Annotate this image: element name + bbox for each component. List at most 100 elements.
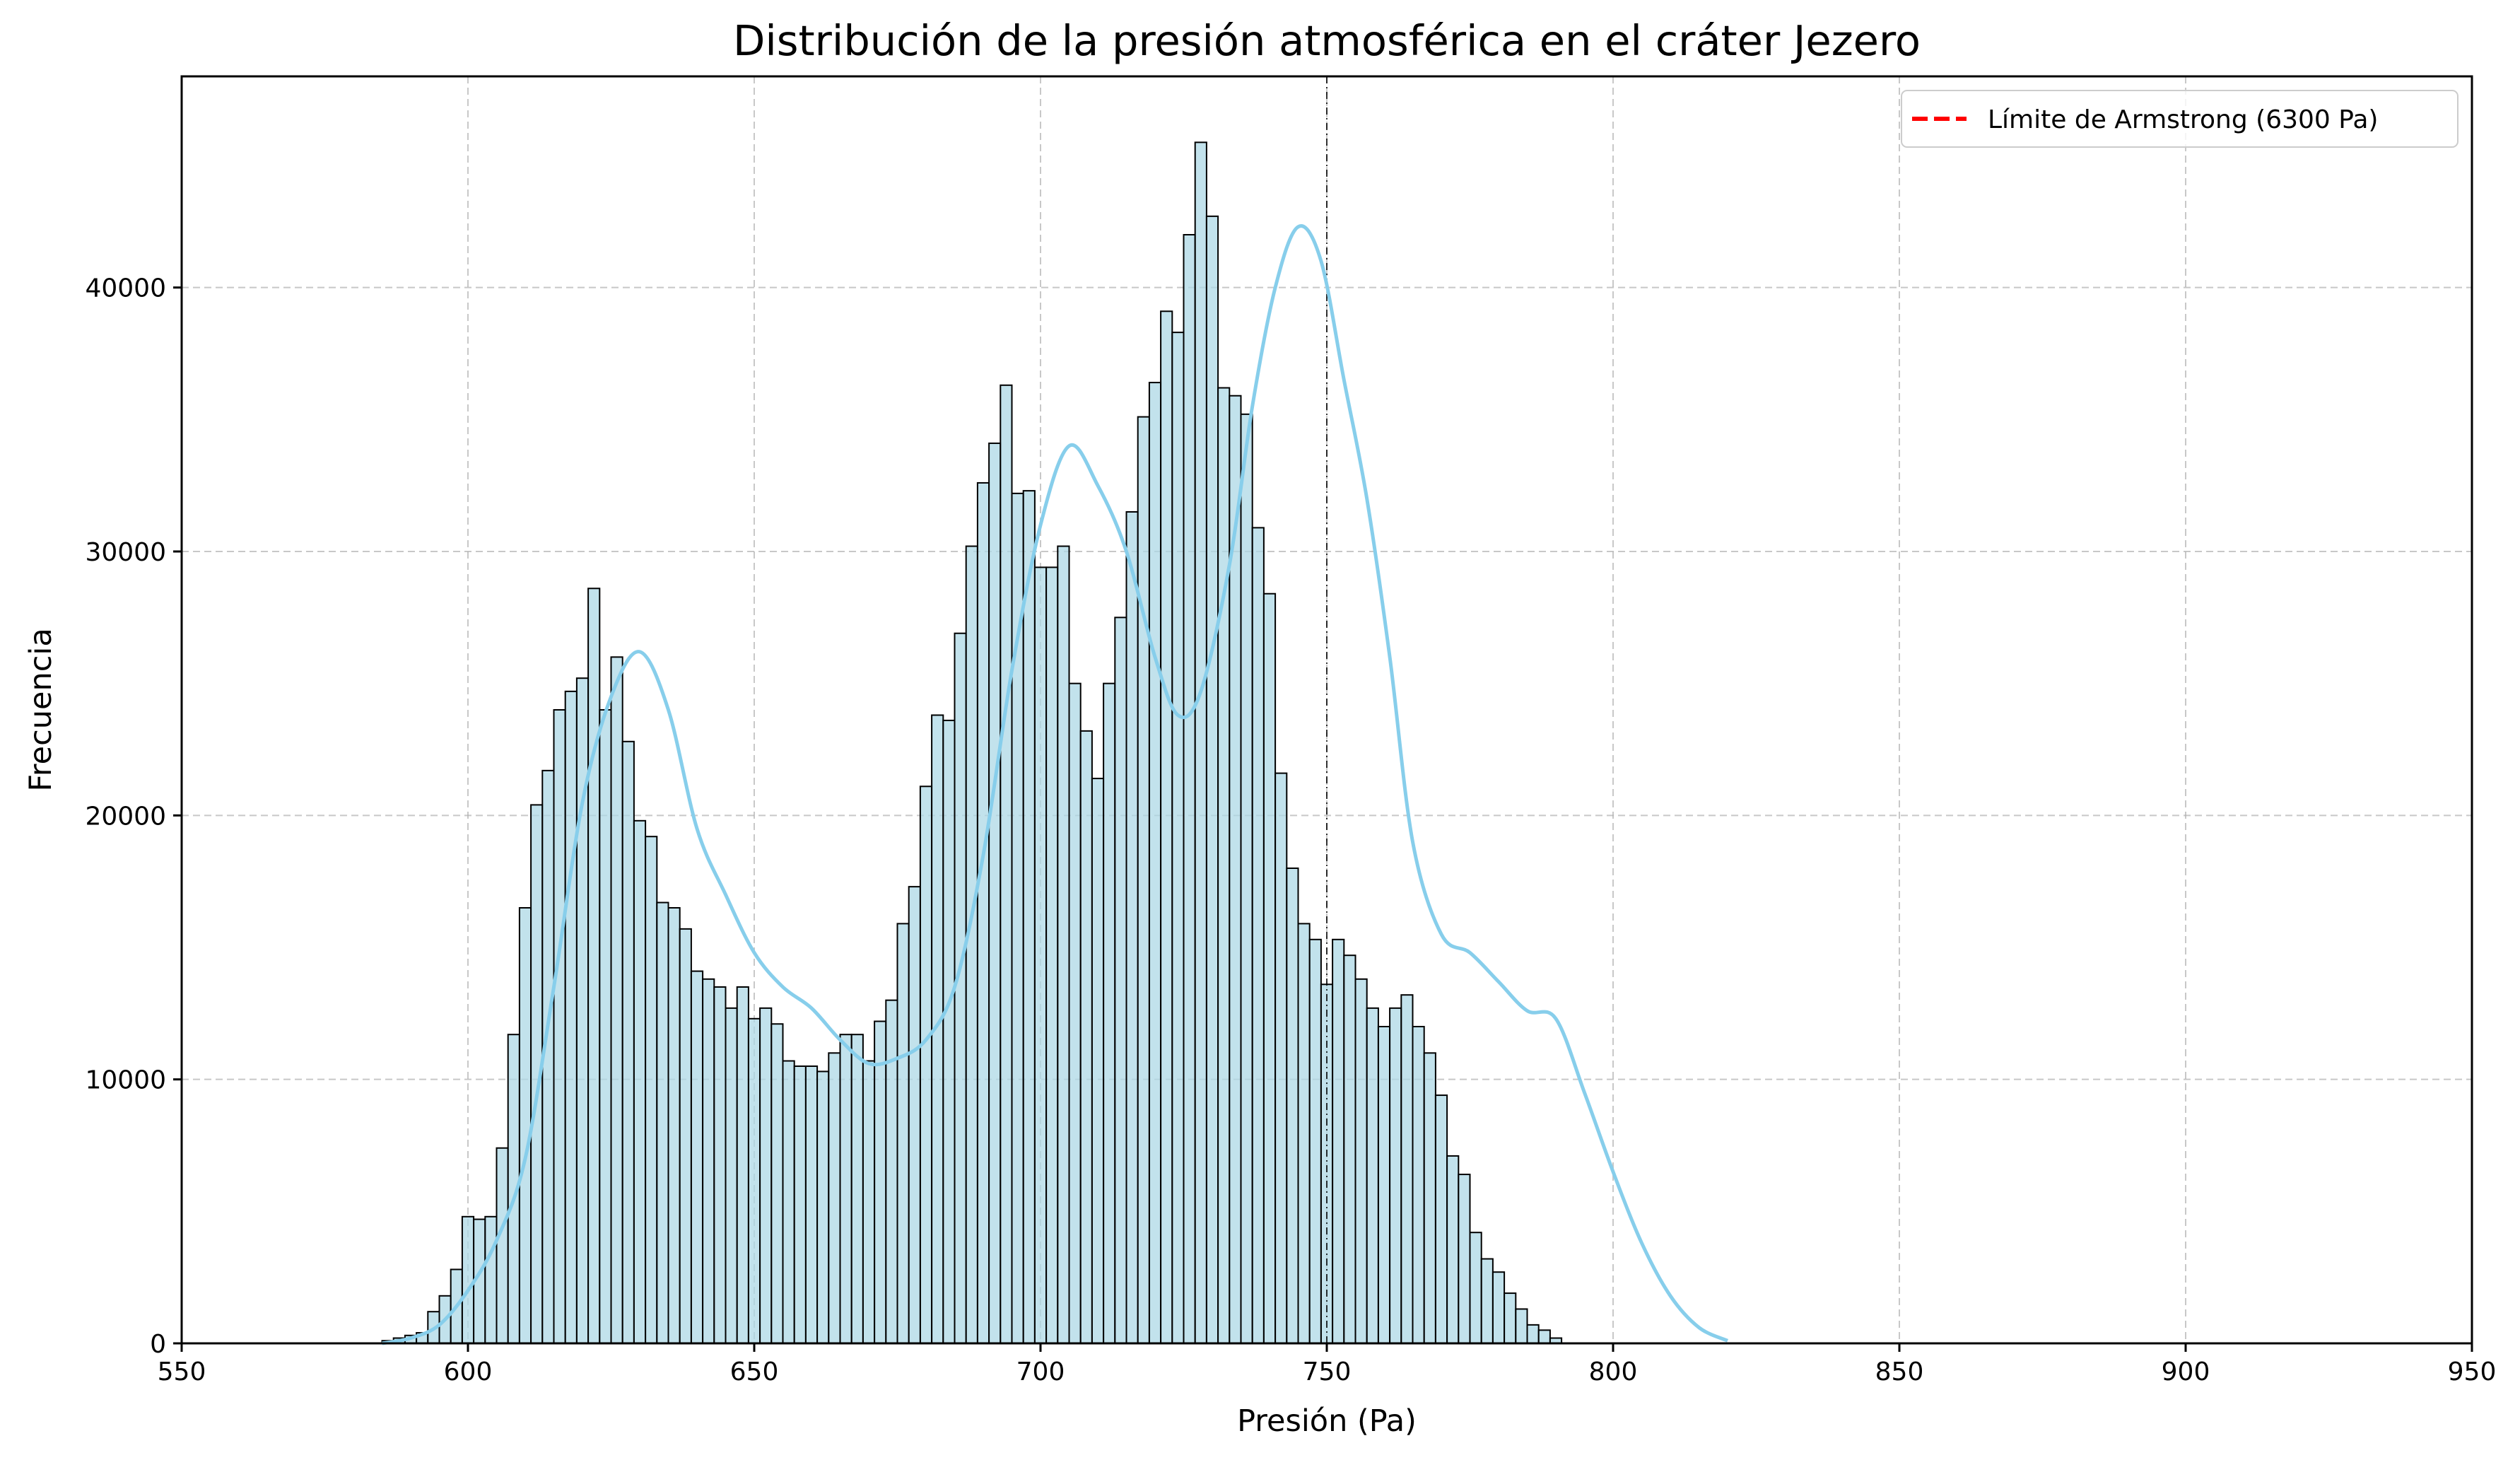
histogram-bar <box>896 923 910 1344</box>
histogram-bar <box>850 1034 864 1344</box>
histogram-bar <box>518 907 532 1344</box>
histogram-bar <box>461 1215 475 1345</box>
x-tick-label: 600 <box>444 1357 493 1386</box>
histogram-bar <box>965 545 978 1344</box>
histogram-bar <box>725 1007 738 1345</box>
histogram-bar <box>679 928 692 1345</box>
legend: Límite de Armstrong (6300 Pa) <box>1901 90 2459 148</box>
histogram-bar <box>1377 1026 1391 1344</box>
histogram-bar <box>862 1060 876 1344</box>
x-tick-label: 800 <box>1589 1357 1638 1386</box>
histogram-bar <box>782 1060 795 1344</box>
histogram-bar <box>1000 384 1013 1344</box>
x-tick-label: 700 <box>1016 1357 1065 1386</box>
histogram-bar <box>1068 682 1082 1344</box>
histogram-bar <box>885 999 898 1344</box>
histogram-bar <box>1446 1155 1460 1345</box>
histogram-bar <box>1526 1324 1540 1345</box>
histogram-bar <box>1022 490 1036 1345</box>
histogram-bar <box>919 786 933 1345</box>
histogram-bar <box>1274 772 1288 1344</box>
histogram-bar <box>976 481 990 1344</box>
histogram-bar <box>954 632 967 1344</box>
histogram-bar <box>1205 215 1219 1344</box>
histogram-bar <box>839 1034 852 1344</box>
histogram-bar <box>610 656 623 1344</box>
y-tick-label: 0 <box>150 1330 166 1359</box>
histogram-bar <box>908 886 921 1344</box>
histogram-bar <box>1320 983 1334 1345</box>
histogram-bar <box>1480 1258 1494 1344</box>
histogram-bar <box>1297 923 1311 1344</box>
histogram-bar <box>736 986 749 1344</box>
y-tick-label: 40000 <box>85 274 166 303</box>
histogram-bar <box>633 819 647 1345</box>
histogram-bar <box>1537 1329 1551 1345</box>
histogram-bar <box>816 1070 830 1344</box>
histogram-bar <box>988 442 1002 1344</box>
chart-title: Distribución de la presión atmosférica e… <box>733 16 1921 65</box>
histogram-bar <box>1389 1007 1402 1345</box>
histogram-bar <box>759 1007 773 1345</box>
histogram-bar <box>1308 938 1322 1345</box>
histogram-bar <box>484 1215 498 1345</box>
legend-label-armstrong: Límite de Armstrong (6300 Pa) <box>1988 105 2378 134</box>
histogram-bar <box>1286 868 1299 1344</box>
legend-box <box>1901 90 2459 148</box>
histogram-bar <box>942 719 956 1344</box>
histogram-bar <box>770 1023 784 1345</box>
histogram-bar <box>1400 994 1414 1344</box>
kde-layer <box>382 224 1729 1345</box>
x-tick-label: 950 <box>2448 1357 2497 1386</box>
histogram-bar <box>874 1020 887 1344</box>
histogram-bar <box>1515 1308 1528 1345</box>
x-tick-label: 750 <box>1303 1357 1352 1386</box>
histogram-bar <box>1137 416 1150 1344</box>
y-tick-label: 10000 <box>85 1066 166 1095</box>
histogram-bar <box>1194 141 1207 1344</box>
histogram-bar <box>793 1065 807 1344</box>
histogram-bar <box>1079 730 1093 1345</box>
histogram-bar <box>1148 382 1162 1344</box>
histogram-bar <box>1240 413 1253 1344</box>
x-axis-label: Presión (Pa) <box>1237 1403 1417 1439</box>
bars-layer <box>381 141 1563 1345</box>
histogram-bar <box>656 901 669 1344</box>
histogram-bar <box>1262 592 1277 1345</box>
histogram-bar <box>1343 954 1356 1344</box>
histogram-bar <box>1171 332 1185 1345</box>
histogram-bar <box>1251 527 1265 1344</box>
histogram-bar <box>599 709 612 1344</box>
histogram-bar <box>1217 387 1231 1344</box>
histogram-bar <box>828 1052 841 1345</box>
x-tick-label: 550 <box>158 1357 206 1386</box>
histogram-bar <box>1492 1271 1506 1344</box>
histogram-bar <box>587 588 601 1344</box>
histogram-bar <box>747 1017 761 1345</box>
histogram-bar <box>1504 1292 1517 1344</box>
histogram-bar <box>1183 234 1196 1344</box>
x-tick-label: 900 <box>2162 1357 2210 1386</box>
histogram-bar <box>1423 1052 1436 1345</box>
histogram-bar <box>1366 1007 1379 1345</box>
histogram-bar <box>1434 1094 1448 1344</box>
histogram-bar <box>1332 938 1345 1345</box>
histogram-bar <box>1469 1232 1482 1344</box>
histogram-bar <box>1125 511 1139 1344</box>
histogram-bar <box>1033 566 1048 1344</box>
histogram-bar <box>690 970 704 1344</box>
histogram-bar <box>713 986 727 1344</box>
histogram-bar <box>1045 566 1059 1344</box>
histogram-bar <box>1412 1026 1425 1344</box>
histogram-bar <box>645 836 658 1344</box>
y-tick-label: 30000 <box>85 538 166 567</box>
histogram-bar <box>496 1147 509 1344</box>
histogram-bar <box>1091 778 1105 1344</box>
histogram-bar <box>1057 545 1070 1344</box>
histogram-bar <box>553 709 566 1344</box>
histogram-bar <box>564 690 578 1344</box>
histogram-bar <box>804 1065 819 1344</box>
histogram-bar <box>1458 1174 1471 1344</box>
x-tick-label: 850 <box>1875 1357 1924 1386</box>
